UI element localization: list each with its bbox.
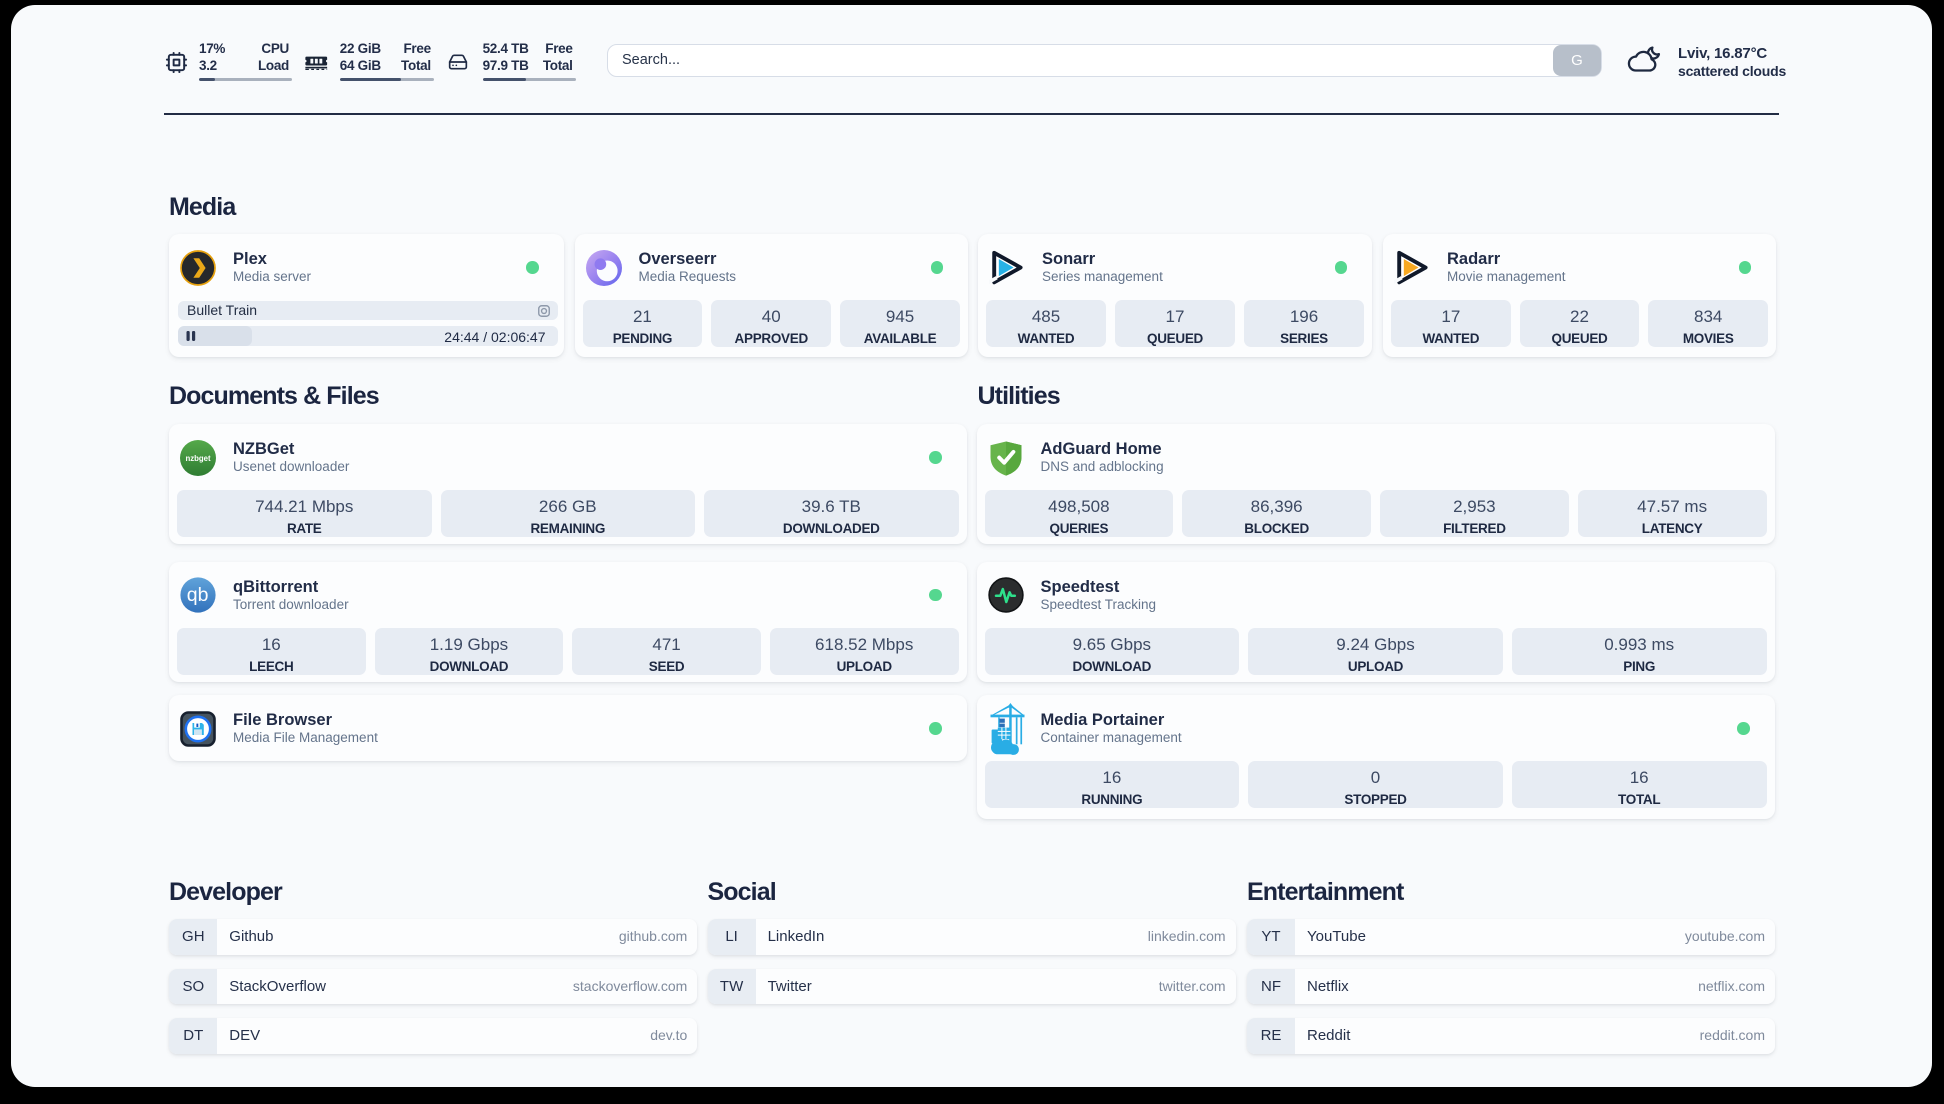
svg-text:qb: qb — [187, 584, 209, 606]
svg-text:nzbget: nzbget — [185, 453, 211, 462]
